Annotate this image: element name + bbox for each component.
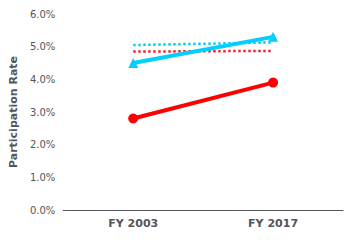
svg-text:3.0%: 3.0%: [30, 107, 55, 118]
svg-text:6.0%: 6.0%: [30, 9, 55, 20]
svg-text:4.0%: 4.0%: [30, 74, 55, 85]
svg-text:FY 2017: FY 2017: [248, 217, 298, 230]
svg-text:2.0%: 2.0%: [30, 139, 55, 150]
svg-text:5.0%: 5.0%: [30, 41, 55, 52]
svg-text:Participation Rate: Participation Rate: [7, 56, 20, 168]
svg-text:1.0%: 1.0%: [30, 172, 55, 183]
svg-text:0.0%: 0.0%: [30, 205, 55, 216]
svg-text:FY 2003: FY 2003: [108, 217, 158, 230]
